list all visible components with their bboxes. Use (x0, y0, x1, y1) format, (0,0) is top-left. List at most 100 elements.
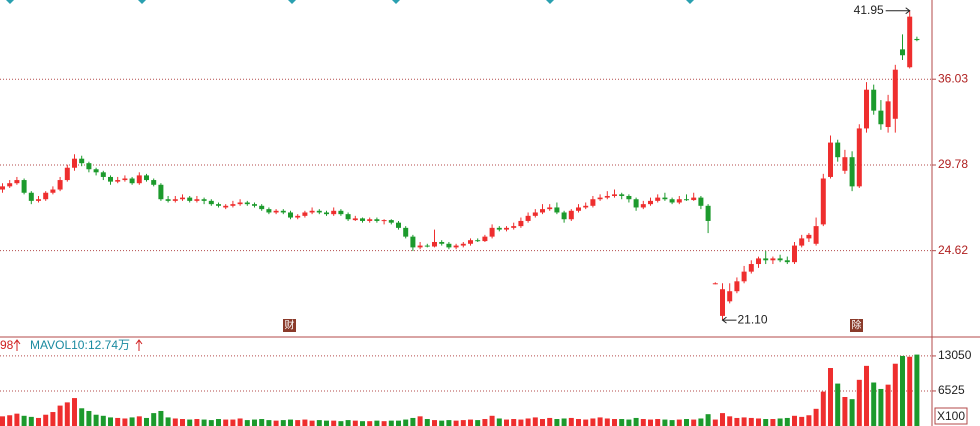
volume-bar (338, 421, 344, 426)
candle-body (892, 69, 898, 119)
candle-body (792, 245, 797, 263)
volume-tick-label: 13050 (938, 348, 972, 362)
volume-bar (381, 421, 387, 426)
candle-body (237, 202, 243, 205)
candle-body (914, 38, 920, 41)
volume-bar (511, 419, 517, 426)
volume-bar (72, 398, 77, 426)
volume-bar (93, 414, 99, 426)
candle-body (252, 204, 257, 206)
volume-bar (748, 417, 754, 426)
volume-bar (187, 419, 193, 426)
candle-body (626, 195, 632, 200)
volume-bar (648, 419, 653, 426)
volume-bar (806, 415, 812, 426)
candle-body (720, 289, 725, 316)
candle-body (734, 281, 740, 292)
candle-body (828, 142, 833, 177)
candle-body (367, 219, 373, 221)
candle-body (115, 180, 121, 182)
volume-bar (295, 420, 301, 426)
candle-body (748, 264, 754, 272)
candle-body (36, 199, 41, 201)
volume-bar (201, 419, 207, 426)
volume-bar (842, 397, 848, 426)
volume-bar (626, 419, 632, 426)
candle-body (223, 205, 229, 208)
candle-body (331, 210, 337, 215)
arrow-head (905, 7, 911, 15)
volume-bar (741, 417, 747, 426)
candle-body (489, 227, 495, 237)
candle-body (871, 89, 877, 111)
volume-bar (727, 416, 733, 426)
candle-body (273, 210, 279, 213)
volume-bar (734, 417, 740, 426)
candle-body (856, 128, 862, 187)
candle-body (388, 220, 394, 223)
candle-body (691, 197, 697, 201)
candle-body (669, 199, 675, 203)
candle-body (151, 180, 157, 185)
volume-bar (799, 416, 805, 426)
candle-body (403, 227, 409, 237)
volume-bar (640, 419, 646, 426)
candle-body (28, 192, 34, 201)
volume-bar (684, 419, 689, 426)
candle-body (727, 291, 733, 302)
volume-bar (424, 419, 430, 426)
volume-bar (864, 365, 869, 426)
candle-body (612, 194, 617, 196)
candle-body (93, 169, 99, 173)
candle-body (619, 194, 625, 196)
candle-body (410, 236, 416, 248)
volume-bar (597, 417, 603, 426)
legend-name: MAVOL10: (30, 338, 88, 352)
y-tick-label: 24.62 (938, 243, 968, 257)
volume-bar (576, 419, 581, 426)
candle-body (849, 157, 855, 187)
candle-body (316, 210, 322, 213)
candle-body (259, 205, 265, 210)
volume-bar (21, 415, 27, 426)
candle-body (705, 205, 711, 221)
candle-body (568, 210, 574, 220)
volume-bar (439, 420, 445, 426)
volume-bar (676, 419, 682, 426)
volume-bar (568, 417, 574, 426)
volume-bar (475, 420, 481, 426)
volume-bar (223, 419, 229, 426)
candle-body (338, 210, 344, 215)
volume-tick-label: 6525 (938, 383, 965, 397)
volume-bar (403, 419, 409, 426)
volume-bar (136, 416, 142, 426)
volume-bar (892, 363, 898, 426)
volume-bar (115, 417, 121, 426)
candle-body (136, 175, 142, 184)
volume-bar (496, 418, 502, 426)
volume-bar (388, 420, 394, 426)
candle-body (108, 176, 113, 182)
candle-body (72, 158, 77, 168)
event-marker: 除 (852, 319, 862, 332)
candle-body (381, 220, 387, 222)
candle-body (684, 199, 689, 201)
candle-body (374, 219, 380, 221)
candle-body (842, 157, 848, 171)
volume-bar (712, 419, 718, 426)
candle-body (288, 212, 293, 218)
volume-bar (273, 420, 279, 426)
candle-body (511, 226, 517, 228)
volume-bar (828, 368, 833, 426)
volume-bar (14, 413, 20, 426)
volume-bar (316, 420, 322, 426)
volume-bar (446, 420, 452, 426)
volume-bar (230, 419, 236, 426)
volume-bar (64, 402, 70, 426)
legend-truncated: 98 (0, 338, 14, 352)
volume-bar (720, 413, 725, 426)
candle-body (352, 218, 358, 221)
candle-body (309, 210, 315, 213)
volume-bar (504, 419, 509, 426)
